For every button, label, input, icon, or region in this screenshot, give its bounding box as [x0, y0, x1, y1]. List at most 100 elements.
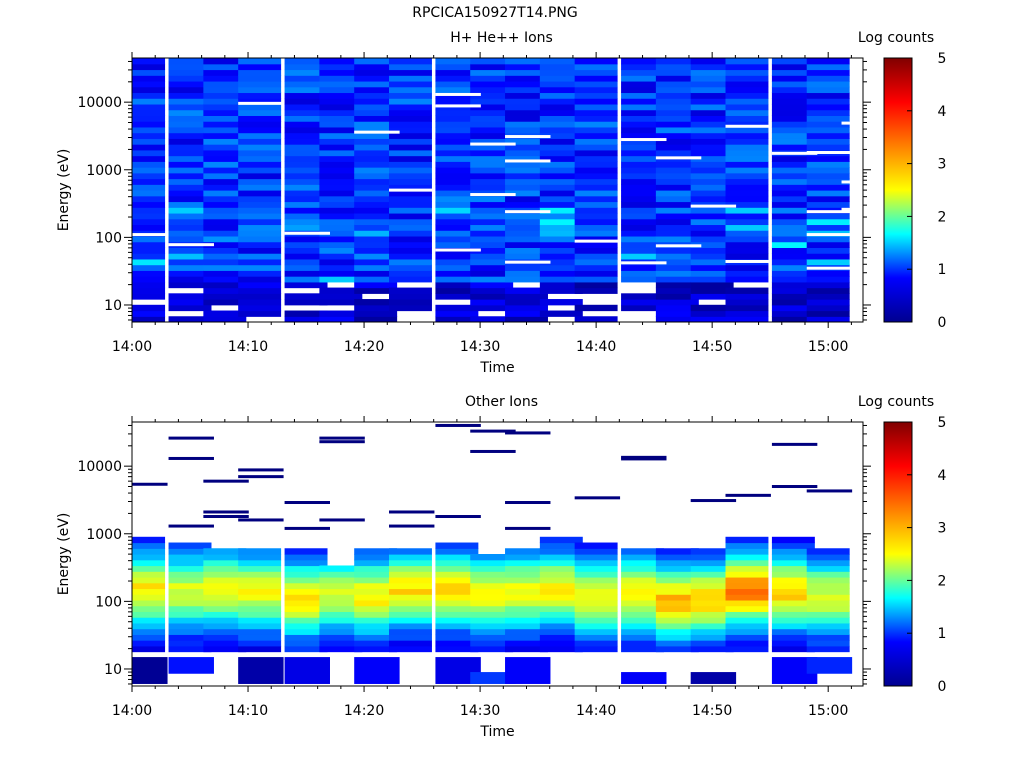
y-tick-label: 10 — [104, 662, 122, 678]
heatmap-cell — [168, 640, 212, 647]
heatmap-cell — [435, 582, 479, 590]
low-energy-block — [806, 657, 853, 674]
heatmap-cell — [655, 80, 699, 88]
heatmap-cell — [132, 126, 166, 134]
heatmap-cell — [168, 293, 212, 300]
heatmap-cell — [354, 63, 398, 71]
heatmap-cell — [238, 270, 282, 277]
heatmap-cell — [655, 121, 699, 128]
heatmap-cell — [574, 92, 618, 99]
data-gap — [806, 266, 853, 270]
trace-mark — [319, 436, 365, 440]
heatmap-cell — [574, 548, 618, 555]
heatmap-cell — [389, 247, 432, 254]
heatmap-cell — [435, 144, 479, 151]
heatmap-cell — [284, 98, 328, 105]
heatmap-cell — [574, 634, 618, 641]
heatmap-cell — [771, 63, 815, 71]
heatmap-cell — [690, 293, 734, 300]
heatmap-cell — [319, 628, 363, 635]
heatmap-cell — [539, 190, 583, 197]
x-tick-label: 14:10 — [228, 339, 268, 355]
heatmap-cell — [690, 258, 734, 266]
x-tick-label: 15:00 — [808, 339, 848, 355]
heatmap-cell — [771, 155, 815, 162]
heatmap-cell — [690, 121, 734, 128]
heatmap-cell — [203, 628, 247, 635]
heatmap-cell — [284, 115, 328, 122]
trace-mark — [238, 518, 284, 522]
heatmap-cell — [505, 235, 548, 243]
heatmap-cell — [806, 622, 850, 630]
heatmap-cell — [319, 98, 363, 105]
heatmap-cell — [470, 281, 514, 289]
heatmap-cell — [284, 212, 328, 220]
heatmap-cell — [806, 281, 850, 289]
heatmap-cell — [771, 617, 815, 624]
heatmap-cell — [319, 617, 363, 624]
heatmap-cell — [203, 582, 247, 590]
heatmap-cell — [354, 276, 398, 283]
heatmap-cell — [539, 622, 583, 630]
heatmap-cell — [771, 559, 815, 567]
heatmap-cell — [319, 184, 363, 191]
heatmap-cell — [725, 310, 769, 317]
heatmap-cell — [771, 258, 815, 266]
heatmap-cell — [539, 126, 583, 134]
trace-mark — [203, 510, 249, 514]
heatmap-cell — [319, 132, 363, 139]
heatmap-cell — [655, 218, 699, 226]
heatmap-cell — [238, 554, 282, 561]
heatmap-cell — [354, 207, 398, 214]
heatmap-cell — [435, 115, 479, 122]
heatmap-cell — [168, 634, 212, 641]
heatmap-cell — [354, 571, 398, 578]
heatmap-cell — [435, 565, 479, 572]
colorbar-tick-label: 0 — [938, 679, 947, 695]
heatmap-cell — [354, 149, 398, 157]
heatmap-cell — [539, 212, 583, 220]
heatmap-cell — [435, 270, 479, 277]
heatmap-cell — [655, 201, 699, 208]
heatmap-cell — [539, 565, 583, 572]
heatmap-cell — [621, 264, 665, 271]
heatmap-cell — [505, 230, 548, 237]
trace-mark — [435, 423, 481, 427]
heatmap-cell — [539, 235, 583, 243]
heatmap-cell — [725, 218, 769, 226]
heatmap-cell — [470, 554, 514, 561]
data-gap — [725, 259, 771, 263]
heatmap-cell — [771, 132, 815, 139]
heatmap-cell — [284, 58, 328, 65]
heatmap-cell — [238, 63, 282, 71]
heatmap-cell — [470, 75, 514, 82]
data-gap — [771, 151, 818, 155]
heatmap-cell — [505, 293, 548, 300]
heatmap-cell — [389, 287, 432, 294]
heatmap-cell — [574, 628, 618, 635]
heatmap-cell — [771, 582, 815, 590]
heatmap-cell — [168, 63, 212, 71]
heatmap-cell — [203, 554, 247, 561]
heatmap-cell — [389, 167, 432, 174]
heatmap-cell — [168, 161, 212, 168]
heatmap-cell — [655, 304, 699, 312]
heatmap-cell — [168, 576, 212, 584]
heatmap-cell — [505, 109, 548, 116]
heatmap-cell — [725, 299, 769, 306]
heatmap-cell — [132, 281, 166, 289]
heatmap-cell — [168, 559, 212, 567]
heatmap-cell — [621, 617, 665, 624]
heatmap-cell — [284, 126, 328, 134]
heatmap-cell — [389, 161, 432, 168]
heatmap-cell — [574, 115, 618, 122]
heatmap-cell — [539, 554, 583, 561]
heatmap-cell — [435, 571, 479, 578]
trace-mark — [470, 429, 516, 433]
heatmap-cell — [203, 622, 247, 630]
heatmap-cell — [203, 92, 247, 99]
heatmap-cell — [168, 207, 212, 214]
heatmap-cell — [319, 588, 363, 595]
heatmap-cell — [690, 86, 734, 94]
